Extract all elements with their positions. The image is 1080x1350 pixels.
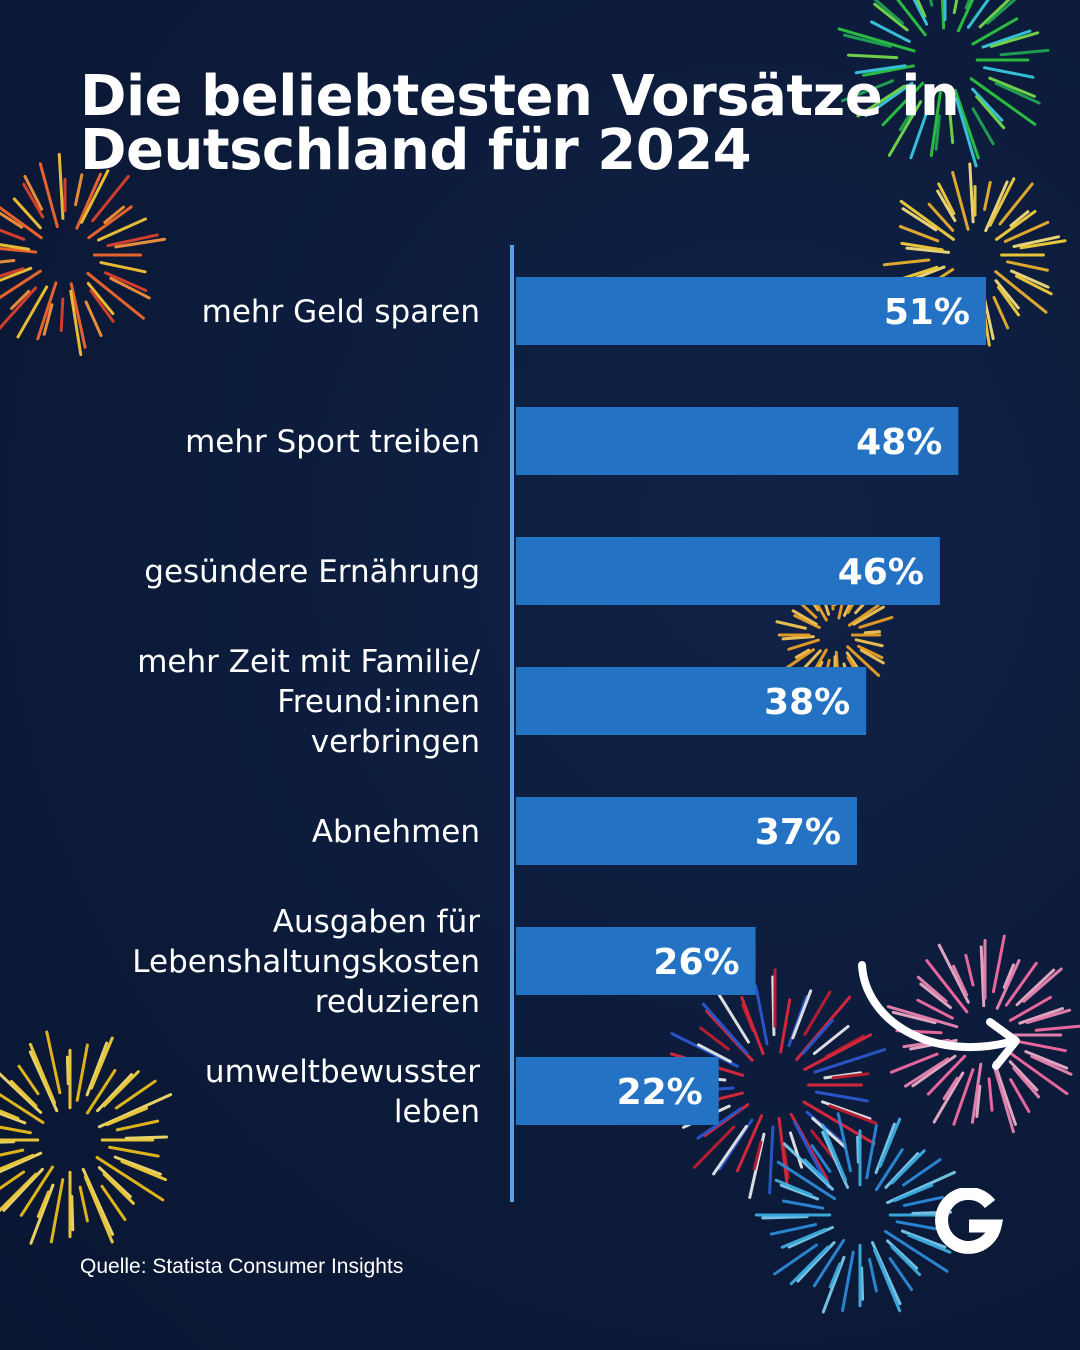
bar-value-label: 51% <box>884 292 970 333</box>
bar-6 <box>516 927 756 995</box>
category-label-line: mehr Geld sparen <box>202 294 480 330</box>
title-line-1: Die beliebtesten Vorsätze in <box>80 64 960 129</box>
firework-orange <box>0 152 167 357</box>
bar-value-label: 46% <box>838 552 924 593</box>
category-label-line: Ausgaben für <box>273 904 480 940</box>
category-label: mehr Geld sparen <box>202 294 480 330</box>
bar-4 <box>516 667 867 735</box>
bar-value-label: 26% <box>653 942 739 983</box>
category-label-line: mehr Sport treiben <box>185 424 480 460</box>
category-label-line: gesündere Ernährung <box>144 554 480 590</box>
firework-green <box>837 0 1050 168</box>
category-label: mehr Zeit mit Familie/Freund:innen verbri… <box>137 644 480 760</box>
category-label: umweltbewusster leben <box>205 1054 480 1130</box>
category-label: Ausgaben für Lebenshaltungskosten reduzier… <box>132 904 480 1020</box>
g-logo-icon <box>935 1188 1004 1254</box>
category-label-line: verbringen <box>311 724 480 760</box>
title-line-2: Deutschland für 2024 <box>80 118 752 183</box>
bar-value-label: 22% <box>617 1072 703 1113</box>
page-title: Die beliebtesten Vorsätze in Deutschland… <box>80 64 1040 183</box>
bar-value-label: 48% <box>856 422 942 463</box>
category-label: gesündere Ernährung <box>144 554 480 590</box>
bar-2 <box>516 407 959 475</box>
category-label-line: Abnehmen <box>312 814 480 850</box>
category-label-line: reduzieren <box>315 984 480 1020</box>
swipe-arrow-icon[interactable] <box>840 950 1040 1080</box>
category-label-line: Lebenshaltungskosten <box>132 944 480 980</box>
category-label-line: umweltbewusster <box>205 1054 480 1090</box>
bar-value-label: 37% <box>755 812 841 853</box>
category-label: mehr Sport treiben <box>185 424 480 460</box>
bar-value-label: 38% <box>764 682 850 723</box>
bar-7 <box>516 1057 719 1125</box>
category-label-line: mehr Zeit mit Familie/ <box>137 644 480 680</box>
source-note: Quelle: Statista Consumer Insights <box>80 1255 404 1278</box>
bar-1 <box>516 277 986 345</box>
bar-5 <box>516 797 857 865</box>
firework-yellow-left <box>0 1030 173 1245</box>
category-label: Abnehmen <box>312 814 480 850</box>
category-label-line: leben <box>394 1094 480 1130</box>
bar-3 <box>516 537 940 605</box>
category-label-line: Freund:innen <box>277 684 480 720</box>
